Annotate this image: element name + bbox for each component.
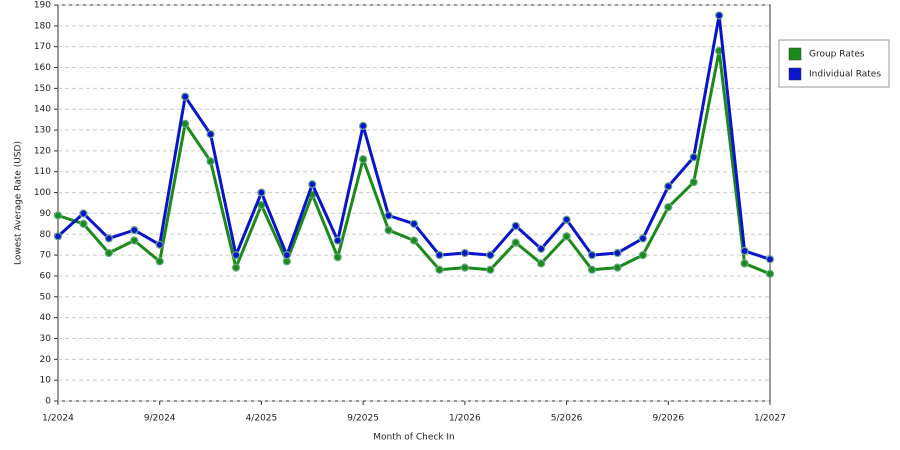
y-tick-label: 100	[34, 188, 51, 198]
data-point	[231, 251, 241, 260]
data-point	[511, 221, 520, 231]
x-tick-label: 9/2025	[347, 414, 379, 424]
y-axis-label: Lowest Average Rate (USD)	[14, 141, 24, 265]
data-point	[587, 265, 597, 274]
data-point	[181, 92, 190, 101]
data-point	[130, 236, 139, 245]
data-point	[53, 232, 63, 241]
data-point	[638, 234, 647, 243]
data-point	[359, 121, 368, 130]
data-point	[511, 238, 520, 247]
x-tick-label: 1/2027	[754, 414, 786, 424]
x-tick-label: 5/2026	[551, 414, 583, 424]
data-point	[562, 215, 571, 224]
y-tick-label: 70	[40, 251, 52, 261]
data-point	[435, 265, 444, 274]
data-point	[740, 246, 749, 256]
x-tick-label: 9/2024	[144, 414, 176, 424]
y-tick-label: 0	[45, 397, 51, 407]
data-point	[715, 11, 724, 20]
y-tick-label: 160	[34, 63, 51, 73]
data-point	[257, 200, 266, 210]
data-point	[384, 211, 393, 220]
x-tick-label: 1/2026	[449, 414, 481, 424]
data-point	[257, 188, 266, 197]
y-tick-label: 20	[40, 355, 52, 365]
data-point	[537, 244, 546, 253]
data-point	[130, 225, 139, 235]
legend-label: Group Rates	[809, 50, 865, 60]
data-point	[359, 155, 368, 164]
data-point	[689, 153, 698, 162]
x-tick-label: 1/2024	[42, 414, 74, 424]
y-tick-label: 110	[34, 167, 51, 177]
data-point	[282, 251, 291, 260]
data-point	[104, 248, 113, 258]
data-point	[460, 263, 469, 272]
data-point	[155, 240, 164, 249]
data-point	[664, 182, 673, 191]
data-point	[333, 253, 342, 262]
data-point	[613, 248, 622, 258]
data-point	[638, 251, 647, 260]
plot-area	[57, 4, 771, 402]
data-point	[181, 119, 190, 128]
data-point	[486, 265, 495, 274]
data-point	[206, 130, 215, 139]
x-axis-label: Month of Check In	[373, 433, 455, 443]
data-point	[740, 259, 749, 268]
legend-swatch	[788, 47, 802, 61]
data-point	[104, 234, 113, 243]
y-tick-label: 30	[40, 334, 52, 344]
data-point	[765, 269, 775, 278]
x-tick-label: 9/2026	[652, 414, 684, 424]
data-point	[308, 180, 317, 189]
data-point	[765, 255, 775, 264]
y-tick-label: 90	[40, 209, 52, 219]
data-point	[409, 219, 419, 228]
data-point	[155, 257, 164, 266]
y-tick-label: 120	[34, 146, 51, 156]
data-point	[333, 236, 342, 245]
y-tick-label: 130	[34, 126, 51, 136]
data-point	[587, 251, 597, 260]
data-point	[562, 232, 571, 241]
data-point	[435, 251, 444, 260]
data-point	[409, 236, 419, 245]
y-tick-label: 80	[40, 230, 52, 240]
data-point	[460, 248, 469, 258]
x-tick-label: 4/2025	[246, 414, 278, 424]
y-tick-label: 150	[34, 84, 51, 94]
legend-label: Individual Rates	[809, 70, 881, 80]
data-point	[689, 178, 698, 187]
data-point	[231, 263, 241, 272]
y-tick-label: 170	[34, 42, 51, 52]
data-point	[537, 259, 546, 268]
data-point	[79, 219, 88, 228]
y-tick-label: 140	[34, 105, 51, 115]
data-point	[664, 203, 673, 212]
data-point	[613, 263, 622, 272]
legend-swatch	[788, 67, 802, 81]
y-tick-label: 180	[34, 21, 51, 31]
y-tick-label: 60	[40, 271, 52, 281]
y-tick-label: 50	[40, 292, 52, 302]
data-point	[384, 225, 393, 235]
y-tick-label: 190	[34, 1, 51, 11]
data-point	[486, 251, 495, 260]
data-point	[79, 209, 88, 218]
y-tick-label: 40	[40, 313, 52, 323]
data-point	[53, 211, 63, 220]
y-tick-label: 10	[40, 376, 52, 386]
data-point	[206, 157, 215, 166]
